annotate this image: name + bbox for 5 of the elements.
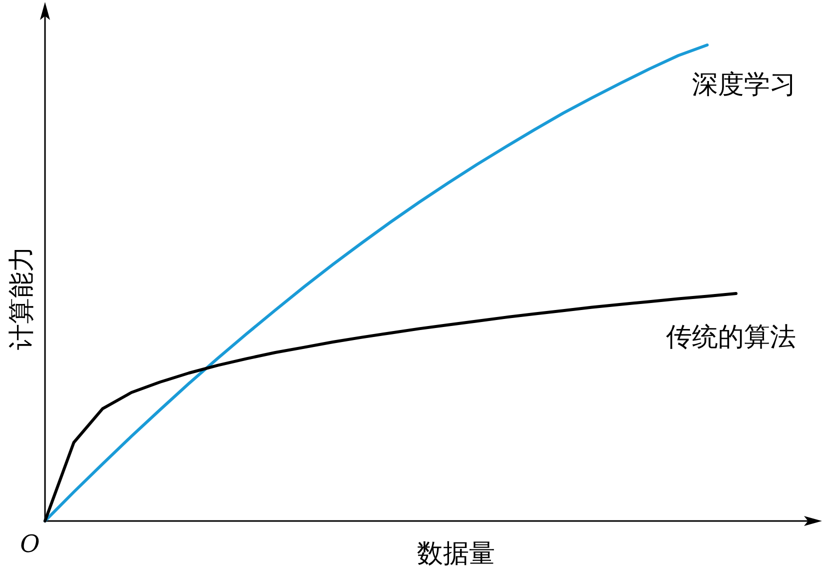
x-axis-title: 数据量 [417, 539, 495, 569]
y-axis-title: 计算能力 [7, 246, 37, 350]
text: O [20, 530, 40, 558]
series-label: 传统的算法 [666, 322, 796, 352]
series-label: 深度学习 [692, 70, 796, 100]
